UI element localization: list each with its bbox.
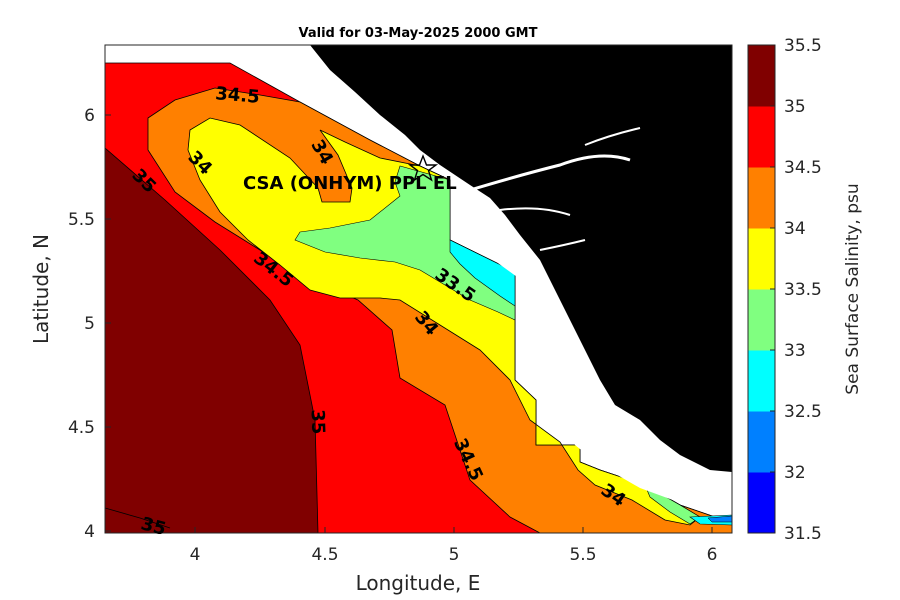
- x-axis-label: Longitude, E: [356, 571, 481, 595]
- river-creek: [499, 207, 571, 216]
- y-axis: 4 4.5 5 5.5 6 Latitude, N: [29, 106, 111, 542]
- colorbar-segment: [748, 350, 775, 412]
- colorbar-tick-label: 35: [784, 97, 806, 117]
- colorbar-tick-label: 33: [784, 341, 806, 361]
- colorbar-segment: [748, 167, 775, 229]
- x-tick-label: 6: [707, 545, 718, 565]
- contour-label: 35: [307, 409, 329, 435]
- y-axis-label: Latitude, N: [29, 234, 53, 344]
- colorbar-tick-label: 33.5: [784, 280, 822, 300]
- colorbar-tick-label: 31.5: [784, 524, 822, 544]
- river-creek: [469, 154, 631, 192]
- salinity-band-35-35_5: [105, 147, 319, 533]
- y-tick-label: 4.5: [68, 418, 95, 438]
- river-creek: [584, 127, 641, 146]
- colorbar-tick-label: 34.5: [784, 158, 822, 178]
- colorbar-segment: [748, 228, 775, 290]
- colorbar: 31.5 32 32.5 33 33.5 34 34.5 35 35.5 Sea Surface…: [747, 36, 863, 544]
- contour-label: 34.5: [214, 83, 260, 108]
- site-label: CSA (ONHYM) PPL EL: [243, 173, 457, 194]
- contour-labels: 34.5 34 34 35 34.5 33.5 34 35 34.5 34 35: [128, 83, 630, 540]
- colorbar-segment: [748, 106, 775, 168]
- site-marker: CSA (ONHYM) PPL EL: [243, 154, 457, 194]
- x-tick-label: 4: [190, 545, 201, 565]
- salinity-band-33-33_5: [294, 165, 516, 321]
- colorbar-tick-label: 34: [784, 219, 806, 239]
- colorbar-segment: [748, 411, 775, 473]
- contour-line: [105, 507, 171, 529]
- x-tick-label: 4.5: [311, 545, 338, 565]
- river-creek: [539, 239, 586, 251]
- salinity-band-32_5-33: [449, 239, 516, 307]
- y-tick-label: 6: [84, 106, 95, 126]
- salinity-band-32-32_5-south: [707, 515, 732, 523]
- colorbar-label: Sea Surface Salinity, psu: [843, 183, 863, 394]
- plot-frame: [104, 44, 733, 534]
- colorbar-segment: [748, 472, 775, 534]
- star-icon: [407, 154, 439, 182]
- x-axis: 4 4.5 5 5.5 6 Longitude, E: [190, 527, 718, 595]
- x-tick-label: 5.5: [569, 545, 596, 565]
- x-tick-label: 5: [449, 545, 460, 565]
- y-tick-label: 5: [84, 314, 95, 334]
- colorbar-tick-label: 32: [784, 463, 806, 483]
- y-tick-label: 4: [84, 522, 95, 542]
- colorbar-segment: [748, 45, 775, 107]
- colorbar-tick-label: 32.5: [784, 402, 822, 422]
- colorbar-segment: [748, 289, 775, 351]
- plot-title: Valid for 03-May-2025 2000 GMT: [299, 26, 538, 41]
- y-tick-label: 5.5: [68, 210, 95, 230]
- land: [310, 45, 732, 472]
- map-layers: [105, 45, 732, 533]
- colorbar-tick-label: 35.5: [784, 36, 822, 56]
